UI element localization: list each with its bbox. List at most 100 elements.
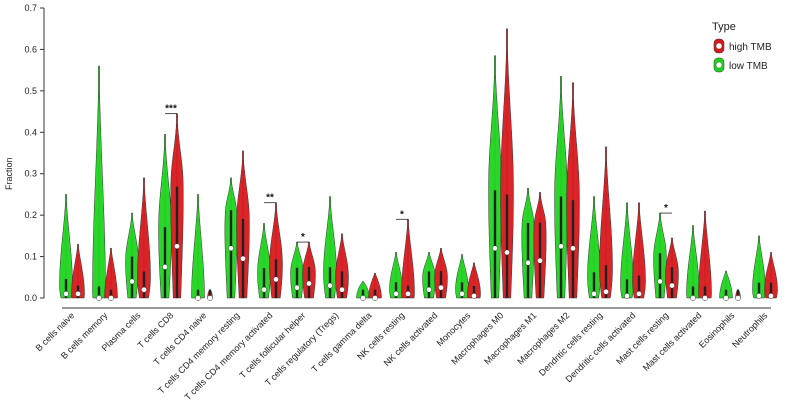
median-point bbox=[471, 293, 477, 299]
median-point bbox=[108, 295, 114, 301]
violin-shape bbox=[104, 248, 118, 299]
median-point bbox=[174, 243, 180, 250]
legend-swatch-dot bbox=[715, 61, 723, 69]
violin-shape bbox=[698, 210, 712, 299]
violin-box bbox=[130, 256, 134, 298]
median-point bbox=[690, 295, 696, 301]
violin-box bbox=[703, 286, 707, 298]
violin-box bbox=[604, 265, 608, 298]
median-point bbox=[603, 288, 609, 295]
violin-box bbox=[64, 278, 68, 298]
median-point bbox=[768, 293, 774, 299]
median-point bbox=[162, 264, 168, 270]
median-point bbox=[372, 295, 378, 301]
median-point bbox=[735, 295, 741, 301]
violin-shape bbox=[752, 235, 766, 299]
violin-shape bbox=[500, 28, 514, 299]
violin-box bbox=[736, 289, 740, 298]
violin-box bbox=[625, 279, 629, 298]
median-point bbox=[657, 278, 663, 285]
significance-label: ** bbox=[266, 193, 274, 204]
median-point bbox=[327, 282, 333, 289]
violin-shape bbox=[59, 194, 73, 299]
violin-shape bbox=[566, 82, 580, 299]
median-point bbox=[195, 295, 201, 301]
violin-box bbox=[757, 282, 761, 298]
violin-box bbox=[637, 275, 641, 298]
median-point bbox=[207, 295, 213, 301]
violin-shape bbox=[191, 194, 205, 299]
median-point bbox=[129, 278, 135, 285]
median-point bbox=[756, 293, 762, 299]
median-point bbox=[669, 282, 675, 289]
violin-box bbox=[295, 267, 299, 298]
significance-label: * bbox=[301, 232, 305, 243]
median-point bbox=[228, 245, 234, 252]
violin-box bbox=[493, 190, 497, 298]
violin-box bbox=[262, 268, 266, 298]
violin-box bbox=[592, 272, 596, 298]
violin-shape bbox=[764, 252, 778, 299]
violin-box bbox=[163, 227, 167, 298]
violin-box bbox=[142, 271, 146, 298]
violin-box bbox=[769, 282, 773, 298]
y-tick-label: 0.5 bbox=[24, 86, 37, 96]
median-point bbox=[261, 286, 267, 293]
legend-swatch-dot bbox=[715, 42, 723, 50]
violin-shape bbox=[632, 202, 646, 299]
legend-label: high TMB bbox=[729, 42, 772, 53]
median-point bbox=[240, 255, 246, 262]
median-point bbox=[558, 243, 564, 250]
median-point bbox=[75, 291, 81, 297]
y-tick-label: 0.0 bbox=[24, 293, 37, 303]
median-point bbox=[504, 249, 510, 256]
violin-box bbox=[328, 267, 332, 298]
violin-box bbox=[505, 194, 509, 298]
median-point bbox=[702, 295, 708, 301]
legend-title: Type bbox=[712, 21, 736, 33]
median-point bbox=[636, 291, 642, 297]
violin-box bbox=[196, 289, 200, 298]
median-point bbox=[426, 286, 432, 293]
violin-box bbox=[724, 289, 728, 298]
violin-box bbox=[175, 186, 179, 298]
median-point bbox=[492, 245, 498, 252]
x-category-label: T cells follicular helper bbox=[237, 310, 307, 380]
violin-box bbox=[460, 282, 464, 298]
x-category-label: Mast cells activated bbox=[641, 310, 704, 373]
violin-shape bbox=[368, 272, 382, 299]
legend-label: low TMB bbox=[729, 61, 768, 72]
y-axis-label: Fraction bbox=[4, 157, 14, 190]
median-point bbox=[273, 276, 279, 283]
violin-shape bbox=[137, 177, 151, 299]
violin-box bbox=[658, 253, 662, 298]
violin-shape bbox=[599, 146, 613, 299]
y-tick-label: 0.4 bbox=[24, 127, 37, 137]
violin-box bbox=[427, 271, 431, 298]
violin-shape bbox=[719, 270, 733, 299]
median-point bbox=[306, 280, 312, 287]
significance-label: * bbox=[664, 203, 668, 214]
median-point bbox=[294, 284, 300, 291]
violin-shape bbox=[467, 262, 481, 299]
median-point bbox=[591, 291, 597, 297]
y-tick-label: 0.1 bbox=[24, 252, 37, 262]
median-point bbox=[360, 295, 366, 301]
x-category-label: Neutrophils bbox=[730, 310, 770, 350]
violin-box bbox=[670, 267, 674, 298]
median-point bbox=[525, 259, 531, 266]
significance-label: *** bbox=[165, 104, 177, 115]
significance-label: * bbox=[400, 209, 404, 220]
median-point bbox=[438, 284, 444, 291]
y-tick-label: 0.7 bbox=[24, 3, 37, 13]
violins-group bbox=[59, 28, 778, 301]
median-point bbox=[459, 291, 465, 297]
axes-group: 0.0 0.1 0.2 0.3 0.4 0.5 0.6 0.7 Fraction bbox=[4, 3, 771, 309]
legend: Type high TMB low TMB bbox=[712, 21, 772, 73]
violin-box bbox=[97, 286, 101, 298]
violin-box bbox=[439, 271, 443, 298]
violin-box bbox=[373, 289, 377, 298]
violin-box bbox=[340, 271, 344, 298]
violin-box bbox=[229, 210, 233, 298]
median-point bbox=[723, 295, 729, 301]
